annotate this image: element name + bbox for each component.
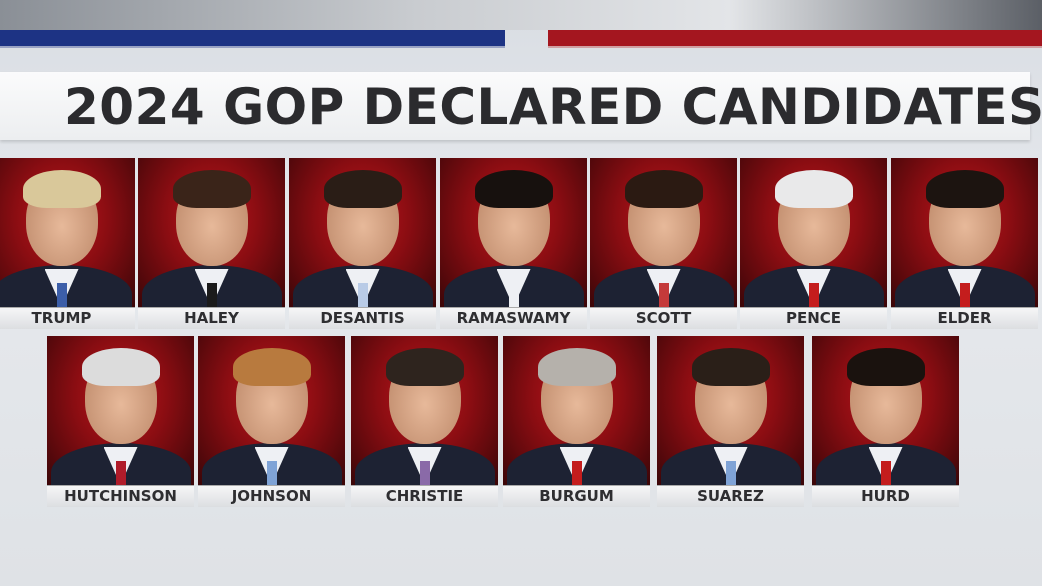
title-panel: 2024 GOP DECLARED CANDIDATES <box>0 72 1042 140</box>
candidate-photo <box>740 158 887 307</box>
candidate-photo <box>351 336 498 485</box>
tie-shape <box>658 283 669 307</box>
hair-shape <box>624 170 703 208</box>
tie-shape <box>419 461 430 485</box>
tie-shape <box>56 283 67 307</box>
candidate-photo <box>0 158 135 307</box>
red-stripe <box>548 30 1042 48</box>
candidate-name: PENCE <box>740 307 887 329</box>
candidate-name: BURGUM <box>503 485 650 507</box>
candidate-name: SCOTT <box>590 307 737 329</box>
hair-shape <box>474 170 553 208</box>
hair-shape <box>81 348 160 386</box>
hair-shape <box>774 170 853 208</box>
candidate-photo <box>289 158 436 307</box>
candidate-photo <box>812 336 959 485</box>
candidate-name: JOHNSON <box>198 485 345 507</box>
hair-shape <box>232 348 311 386</box>
tie-shape <box>880 461 891 485</box>
tie-shape <box>959 283 970 307</box>
candidate-card: SUAREZ <box>657 336 804 507</box>
candidate-card: DESANTIS <box>289 158 436 329</box>
hair-shape <box>925 170 1004 208</box>
tie-shape <box>115 461 126 485</box>
tie-shape <box>725 461 736 485</box>
candidate-card: RAMASWAMY <box>440 158 587 329</box>
candidate-name: HALEY <box>138 307 285 329</box>
candidate-name: DESANTIS <box>289 307 436 329</box>
candidate-name: HUTCHINSON <box>47 485 194 507</box>
candidate-name: HURD <box>812 485 959 507</box>
candidate-photo <box>138 158 285 307</box>
background-banner <box>0 0 1042 30</box>
candidate-card: SCOTT <box>590 158 737 329</box>
hair-shape <box>22 170 101 208</box>
candidate-photo <box>503 336 650 485</box>
candidate-name: SUAREZ <box>657 485 804 507</box>
candidate-name: TRUMP <box>0 307 135 329</box>
candidate-card: ELDER <box>891 158 1038 329</box>
candidate-photo <box>590 158 737 307</box>
candidate-card: JOHNSON <box>198 336 345 507</box>
candidate-card: CHRISTIE <box>351 336 498 507</box>
candidate-card: BURGUM <box>503 336 650 507</box>
candidate-card: TRUMP <box>0 158 135 329</box>
tie-shape <box>571 461 582 485</box>
candidate-name: ELDER <box>891 307 1038 329</box>
candidate-card: HURD <box>812 336 959 507</box>
candidate-name: RAMASWAMY <box>440 307 587 329</box>
candidate-photo <box>198 336 345 485</box>
candidate-photo <box>440 158 587 307</box>
tie-shape <box>206 283 217 307</box>
candidate-card: HUTCHINSON <box>47 336 194 507</box>
hair-shape <box>385 348 464 386</box>
candidate-card: PENCE <box>740 158 887 329</box>
candidate-name: CHRISTIE <box>351 485 498 507</box>
candidate-card: HALEY <box>138 158 285 329</box>
blue-stripe <box>0 30 505 48</box>
page-title: 2024 GOP DECLARED CANDIDATES <box>64 78 1042 136</box>
tie-shape <box>357 283 368 307</box>
tie-shape <box>508 283 519 307</box>
hair-shape <box>323 170 402 208</box>
candidate-photo <box>891 158 1038 307</box>
hair-shape <box>172 170 251 208</box>
candidate-photo <box>657 336 804 485</box>
tie-shape <box>808 283 819 307</box>
candidate-photo <box>47 336 194 485</box>
tie-shape <box>266 461 277 485</box>
hair-shape <box>846 348 925 386</box>
hair-shape <box>537 348 616 386</box>
hair-shape <box>691 348 770 386</box>
